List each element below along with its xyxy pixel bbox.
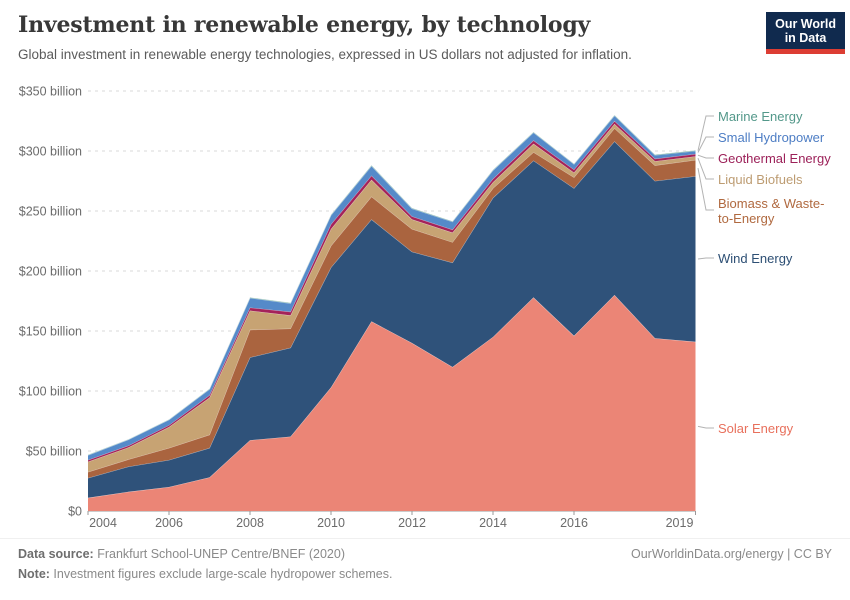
note-label: Note: bbox=[18, 567, 50, 581]
legend-item-solar-energy[interactable]: Solar Energy bbox=[718, 421, 794, 436]
x-tick-label-2016: 2016 bbox=[560, 516, 588, 530]
chart-footer: Data source: Frankfurt School-UNEP Centr… bbox=[0, 538, 850, 600]
x-tick-label-2014: 2014 bbox=[479, 516, 507, 530]
legend-item-marine-energy[interactable]: Marine Energy bbox=[718, 109, 803, 124]
owid-url-link[interactable]: OurWorldinData.org/energy | CC BY bbox=[630, 547, 832, 561]
area-wind[interactable] bbox=[88, 141, 696, 498]
y-tick-label-50: $50 billion bbox=[26, 445, 82, 459]
legend-connector-solar bbox=[697, 425, 714, 429]
legend-connector-marine bbox=[697, 115, 714, 151]
chart-header: Investment in renewable energy, by techn… bbox=[18, 12, 758, 62]
note-value: Investment figures exclude large-scale h… bbox=[49, 567, 393, 581]
legend-connector-geothermal bbox=[697, 154, 714, 159]
x-tick-label-2019: 2019 bbox=[666, 516, 694, 530]
legend-item-biomass-waste[interactable]: Biomass & Waste-to-Energy bbox=[718, 196, 825, 226]
chart-subtitle: Global investment in renewable energy te… bbox=[18, 47, 632, 62]
x-tick-label-2010: 2010 bbox=[317, 516, 345, 530]
legend-item-liquid-biofuels[interactable]: Liquid Biofuels bbox=[718, 172, 803, 187]
data-source-value: Frankfurt School-UNEP Centre/BNEF (2020) bbox=[93, 547, 345, 561]
legend-connector-biomass bbox=[697, 168, 714, 211]
legend-item-small-hydropower[interactable]: Small Hydropower bbox=[718, 130, 825, 145]
y-tick-label-0: $0 bbox=[68, 505, 82, 519]
legend-connector-small_hydro bbox=[697, 136, 714, 153]
x-tick-label-2004: 2004 bbox=[89, 516, 117, 530]
area-solar[interactable] bbox=[88, 295, 696, 511]
y-tick-label-250: $250 billion bbox=[19, 205, 82, 219]
data-source-text: Data source: Frankfurt School-UNEP Centr… bbox=[18, 547, 345, 561]
chart-legend: Marine Energy Small Hydropower Geotherma… bbox=[718, 109, 831, 436]
x-tick-label-2008: 2008 bbox=[236, 516, 264, 530]
area-top-edge-marine bbox=[87, 114, 696, 456]
logo-line-2: in Data bbox=[784, 31, 827, 45]
data-source-label: Data source: bbox=[18, 547, 94, 561]
y-tick-label-150: $150 billion bbox=[19, 325, 82, 339]
legend-connector-biofuels bbox=[697, 158, 714, 180]
legend-item-wind-energy[interactable]: Wind Energy bbox=[718, 251, 793, 266]
x-tick-label-2012: 2012 bbox=[398, 516, 426, 530]
y-tick-label-200: $200 billion bbox=[19, 265, 82, 279]
legend-connector-wind bbox=[697, 257, 714, 260]
y-tick-label-350: $350 billion bbox=[19, 85, 82, 99]
page-title: Investment in renewable energy, by techn… bbox=[18, 12, 591, 38]
x-tick-label-2006: 2006 bbox=[155, 516, 183, 530]
y-tick-label-300: $300 billion bbox=[19, 145, 82, 159]
logo-line-1: Our World bbox=[775, 17, 836, 31]
stacked-area-chart[interactable]: $0 $50 billion $100 billion $150 billion $20… bbox=[0, 0, 850, 540]
note-text: Note: Investment figures exclude large-s… bbox=[18, 567, 832, 581]
y-tick-label-100: $100 billion bbox=[19, 385, 82, 399]
legend-item-geothermal[interactable]: Geothermal Energy bbox=[718, 151, 831, 166]
owid-logo[interactable]: Our World in Data bbox=[766, 12, 845, 54]
